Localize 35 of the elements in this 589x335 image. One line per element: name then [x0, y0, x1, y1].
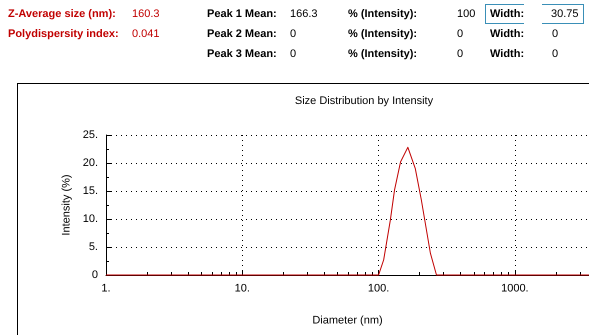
text: Peak 3 Mean:: [207, 48, 277, 60]
y-tick-label: 15.: [82, 185, 98, 197]
text: Z-Average size (nm):: [8, 8, 116, 20]
text: Peak 1 Mean:: [207, 8, 277, 20]
text: 0: [552, 48, 558, 60]
text: 30.75: [542, 4, 584, 24]
text: 166.3: [290, 8, 318, 20]
text: Width:: [490, 28, 524, 40]
text: Width:: [490, 48, 524, 60]
text: 0: [290, 48, 296, 60]
x-axis-title: Diameter (nm): [312, 314, 383, 326]
text: Peak 2 Mean:: [207, 28, 277, 40]
text: 160.3: [132, 8, 160, 20]
x-tick-label: 100.: [368, 282, 390, 294]
x-tick-label: 10.: [234, 282, 250, 294]
text: % (Intensity):: [348, 48, 418, 60]
y-tick-label: 20.: [82, 157, 98, 169]
text: Polydispersity index:: [8, 28, 119, 40]
text: 0: [290, 28, 296, 40]
x-tick-label: 1.: [101, 282, 111, 294]
y-tick-label: 10.: [82, 213, 98, 225]
chart-title: Size Distribution by Intensity: [294, 95, 434, 107]
text: 100: [457, 8, 476, 20]
x-tick-label: 1000.: [501, 282, 529, 294]
text: 0: [457, 28, 464, 40]
y-tick-label: 25.: [82, 129, 98, 141]
y-axis-title: Intensity (%): [60, 174, 72, 236]
text: Width:: [485, 4, 524, 24]
y-tick-label: 0: [92, 269, 98, 281]
text: 0: [552, 28, 558, 40]
text: 0: [457, 48, 464, 60]
text: % (Intensity):: [348, 8, 418, 20]
text: 0.041: [132, 28, 160, 40]
text: % (Intensity):: [348, 28, 418, 40]
y-tick-label: 5.: [88, 241, 98, 253]
